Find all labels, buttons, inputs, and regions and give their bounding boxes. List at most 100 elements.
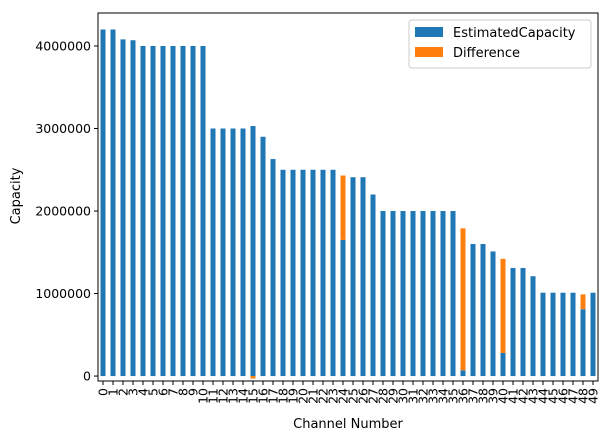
bar-EstimatedCapacity-10 [200,46,206,377]
bar-EstimatedCapacity-5 [150,46,156,377]
bar-EstimatedCapacity-31 [410,211,416,377]
x-tick-label: 10 [196,388,211,404]
x-tick-label: 6 [156,388,171,396]
x-tick-label: 36 [456,388,471,404]
x-tick-label: 12 [216,388,231,404]
bar-Difference-36 [460,228,466,371]
x-axis-label: Channel Number [293,417,403,432]
bar-EstimatedCapacity-28 [380,211,386,377]
bar-EstimatedCapacity-46 [560,292,566,377]
x-tick-label: 42 [516,388,531,404]
bar-EstimatedCapacity-42 [520,267,526,377]
bar-EstimatedCapacity-2 [120,39,126,377]
x-tick-label: 35 [446,388,461,404]
bar-EstimatedCapacity-34 [440,211,446,377]
x-tick-label: 27 [366,388,381,404]
bar-Difference-24 [340,175,346,240]
bar-EstimatedCapacity-29 [390,211,396,377]
x-tick-label: 46 [556,388,571,404]
x-tick-label: 3 [126,388,141,396]
x-tick-label: 44 [536,388,551,404]
x-tick-label: 4 [136,388,151,396]
bar-EstimatedCapacity-45 [550,292,556,377]
x-tick-label: 39 [486,388,501,404]
legend-swatch-EstimatedCapacity [415,27,443,37]
bar-EstimatedCapacity-15 [250,126,256,377]
x-axis-ticks: 0123456789101112131415161718192021222324… [96,381,601,404]
x-tick-label: 9 [186,388,201,396]
x-tick-label: 33 [426,388,441,404]
bar-EstimatedCapacity-3 [130,40,136,377]
bar-EstimatedCapacity-11 [210,128,216,377]
x-tick-label: 16 [256,388,271,404]
x-tick-label: 28 [376,388,391,404]
bar-EstimatedCapacity-8 [180,46,186,377]
x-tick-label: 2 [116,388,131,396]
bar-EstimatedCapacity-23 [330,169,336,377]
bar-EstimatedCapacity-7 [170,46,176,377]
legend-box [408,19,592,69]
bar-EstimatedCapacity-40 [500,352,506,377]
y-tick-label: 4000000 [35,39,91,54]
bar-EstimatedCapacity-0 [100,29,106,377]
x-tick-label: 38 [476,388,491,404]
x-tick-label: 48 [576,388,591,404]
bar-EstimatedCapacity-35 [450,211,456,377]
x-tick-label: 21 [306,388,321,404]
bar-EstimatedCapacity-33 [430,211,436,377]
x-tick-label: 15 [246,388,261,404]
x-tick-label: 31 [406,388,421,404]
x-tick-label: 25 [346,388,361,404]
x-tick-label: 34 [436,388,451,404]
x-tick-label: 23 [326,388,341,404]
y-tick-label: 0 [83,369,91,384]
bar-EstimatedCapacity-38 [480,244,486,377]
x-tick-label: 49 [586,388,601,404]
legend: EstimatedCapacity Difference [408,19,592,69]
bar-EstimatedCapacity-25 [350,177,356,377]
bar-EstimatedCapacity-19 [290,169,296,377]
bar-EstimatedCapacity-14 [240,128,246,377]
x-tick-label: 43 [526,388,541,404]
x-tick-label: 30 [396,388,411,404]
bar-EstimatedCapacity-12 [220,128,226,377]
bar-EstimatedCapacity-27 [370,194,376,377]
bar-EstimatedCapacity-16 [260,136,266,377]
bar-EstimatedCapacity-49 [590,292,596,377]
x-tick-label: 14 [236,388,251,404]
bar-EstimatedCapacity-30 [400,211,406,377]
x-tick-label: 19 [286,388,301,404]
x-tick-label: 26 [356,388,371,404]
bars-layer [100,29,596,379]
bar-EstimatedCapacity-41 [510,267,516,377]
x-tick-label: 24 [336,388,351,404]
bar-EstimatedCapacity-17 [270,159,276,377]
bar-EstimatedCapacity-20 [300,169,306,377]
bar-EstimatedCapacity-13 [230,128,236,377]
bar-EstimatedCapacity-22 [320,169,326,377]
x-tick-label: 20 [296,388,311,404]
x-tick-label: 1 [106,388,121,396]
plot-frame [97,12,599,382]
legend-label-Difference: Difference [453,46,520,61]
bar-EstimatedCapacity-32 [420,211,426,377]
x-tick-label: 22 [316,388,331,404]
bar-Difference-48 [580,294,586,310]
x-tick-label: 32 [416,388,431,404]
x-tick-label: 8 [176,388,191,396]
bar-EstimatedCapacity-6 [160,46,166,377]
bar-EstimatedCapacity-24 [340,239,346,377]
x-tick-label: 40 [496,388,511,404]
bar-EstimatedCapacity-43 [530,276,536,377]
bar-EstimatedCapacity-37 [470,244,476,377]
x-tick-label: 7 [166,388,181,396]
x-tick-label: 18 [276,388,291,404]
bar-EstimatedCapacity-1 [110,29,116,377]
x-tick-label: 0 [96,388,111,396]
x-tick-label: 17 [266,388,281,404]
y-tick-label: 1000000 [35,286,91,301]
bar-EstimatedCapacity-47 [570,292,576,377]
x-tick-label: 11 [206,388,221,404]
y-tick-label: 3000000 [35,121,91,136]
